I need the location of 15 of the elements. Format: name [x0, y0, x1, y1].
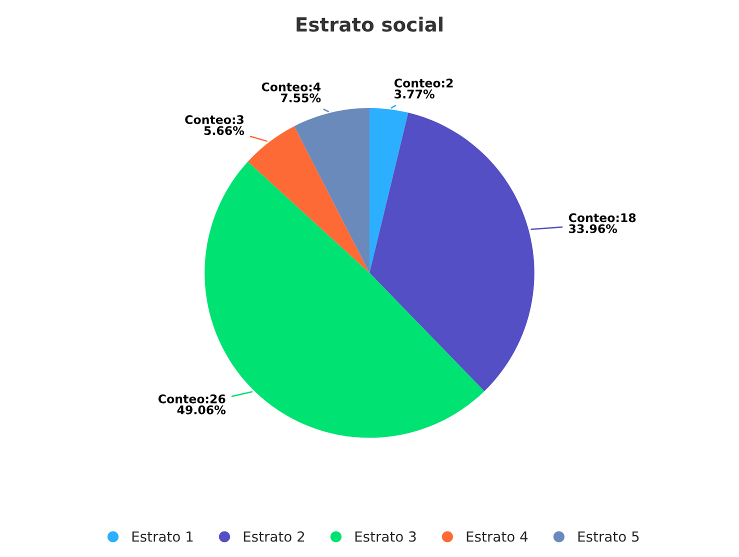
pie-slice [370, 112, 534, 392]
data-label: Conteo:3 5.66% [185, 115, 244, 136]
legend-label: Estrato 1 [132, 531, 193, 542]
pie-slice [370, 108, 408, 273]
legend-label: Estrato 3 [355, 531, 416, 542]
data-label: Conteo:4 7.55% [262, 82, 321, 102]
data-label: Conteo:2 3.77% [394, 78, 453, 98]
chart-title: Estrato social [296, 16, 442, 32]
pie-slice [248, 126, 370, 273]
pie-slice [294, 108, 370, 273]
data-label: Conteo:18 33.96% [568, 213, 636, 234]
legend-label: Estrato 2 [244, 531, 304, 542]
legend-label: Estrato 4 [466, 531, 528, 542]
data-label: Conteo:26 49.06% [158, 394, 226, 414]
legend-label: Estrato 5 [578, 531, 639, 542]
